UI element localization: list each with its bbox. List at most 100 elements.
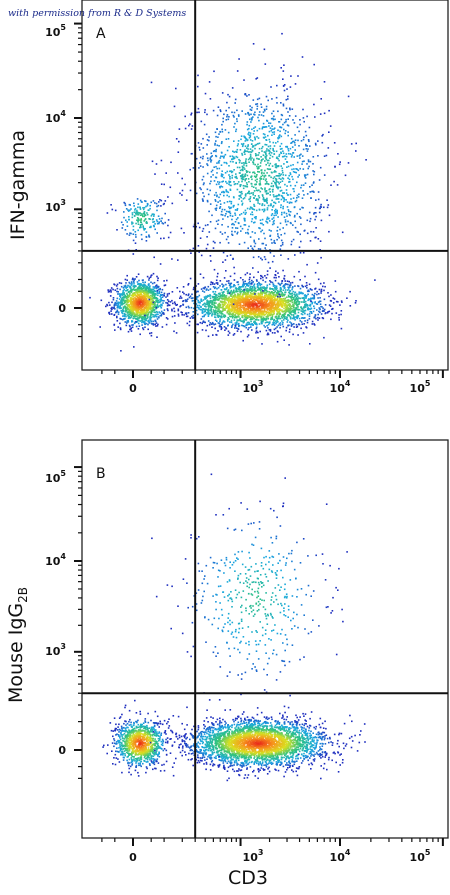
event-dot xyxy=(246,128,249,131)
event-dot xyxy=(272,321,274,324)
event-dot xyxy=(243,312,245,314)
event-dot xyxy=(154,311,156,314)
event-dot xyxy=(304,285,307,288)
event-dot xyxy=(122,315,124,317)
event-dot xyxy=(221,322,224,324)
event-dot xyxy=(250,176,252,178)
event-dot xyxy=(249,318,252,321)
event-dot xyxy=(306,305,309,307)
event-dot xyxy=(273,302,276,305)
event-dot xyxy=(214,305,216,308)
event-dot xyxy=(160,299,162,302)
event-dot xyxy=(311,293,314,296)
event-dot xyxy=(297,285,300,288)
event-dot xyxy=(234,122,236,125)
event-dot xyxy=(268,309,271,312)
event-dot xyxy=(332,297,335,299)
event-dot xyxy=(211,313,213,315)
event-dot xyxy=(258,142,261,145)
event-dot xyxy=(267,333,270,336)
event-dot xyxy=(306,150,309,152)
event-dot xyxy=(216,306,218,309)
event-dot xyxy=(288,202,291,204)
event-dot xyxy=(210,156,212,158)
event-dot xyxy=(225,305,228,307)
event-dot xyxy=(293,141,296,144)
event-dot xyxy=(271,318,274,320)
event-dot xyxy=(296,161,299,164)
event-dot xyxy=(192,297,194,299)
event-dot xyxy=(283,310,286,312)
event-dot xyxy=(208,81,211,83)
event-dot xyxy=(263,232,265,235)
event-dot xyxy=(227,310,229,312)
event-dot xyxy=(278,293,281,295)
event-dot xyxy=(225,288,228,291)
event-dot xyxy=(213,311,215,313)
event-dot xyxy=(209,182,211,185)
event-dot xyxy=(250,213,252,216)
event-dot xyxy=(244,93,246,96)
event-dot xyxy=(159,298,161,301)
event-dot xyxy=(126,274,128,277)
event-dot xyxy=(139,304,142,306)
event-dot xyxy=(204,298,206,300)
event-dot xyxy=(260,290,262,292)
event-dot xyxy=(243,241,246,244)
event-dot xyxy=(250,317,252,319)
event-dot xyxy=(295,199,298,202)
event-dot xyxy=(292,298,294,301)
event-dot xyxy=(240,288,242,291)
event-dot xyxy=(276,317,279,319)
event-dot xyxy=(302,286,304,288)
event-dot xyxy=(187,284,189,286)
event-dot xyxy=(282,285,284,288)
event-dot xyxy=(119,307,122,310)
event-dot xyxy=(250,283,253,285)
event-dot xyxy=(134,299,137,302)
event-dot xyxy=(170,161,172,164)
event-dot xyxy=(236,294,239,297)
event-dot xyxy=(217,308,219,311)
event-dot xyxy=(273,153,276,155)
event-dot xyxy=(222,303,224,306)
event-dot xyxy=(277,216,279,218)
event-dot xyxy=(263,324,265,327)
event-dot xyxy=(272,149,274,151)
event-dot xyxy=(252,293,254,296)
event-dot xyxy=(212,299,214,302)
event-dot xyxy=(265,108,268,110)
event-dot xyxy=(207,307,210,310)
event-dot xyxy=(192,225,195,228)
event-dot xyxy=(151,160,154,163)
event-dot xyxy=(281,211,283,214)
event-dot xyxy=(218,196,220,199)
event-dot xyxy=(273,320,275,322)
event-dot xyxy=(281,295,284,297)
event-dot xyxy=(233,266,235,269)
event-dot xyxy=(108,301,110,304)
event-dot xyxy=(267,313,270,315)
event-dot xyxy=(133,294,135,296)
event-dot xyxy=(304,320,306,322)
event-dot xyxy=(214,316,217,319)
event-dot xyxy=(280,67,282,69)
event-dot xyxy=(286,317,288,319)
event-dot xyxy=(130,330,133,332)
event-dot xyxy=(121,310,124,313)
event-dot xyxy=(284,302,287,305)
event-dot xyxy=(147,316,149,319)
event-dot xyxy=(299,208,301,211)
event-dot xyxy=(202,183,205,186)
event-dot xyxy=(179,297,181,299)
event-dot xyxy=(241,314,243,317)
event-dot xyxy=(306,284,308,287)
event-dot xyxy=(175,87,177,90)
event-dot xyxy=(231,111,233,114)
event-dot xyxy=(165,323,168,326)
event-dot xyxy=(262,305,264,308)
event-dot xyxy=(144,312,147,314)
event-dot xyxy=(222,292,224,295)
event-dot xyxy=(239,290,241,292)
event-dot xyxy=(120,304,122,306)
